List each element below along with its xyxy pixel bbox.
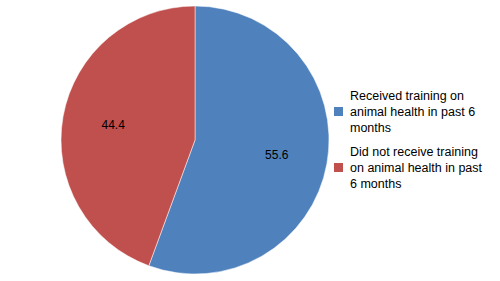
legend-swatch — [334, 163, 343, 172]
chart: 55.6 44.4 Received training on animal healt… — [0, 0, 500, 281]
legend-line: animal health in past 6 — [350, 105, 475, 119]
legend-label: Received training on animal health in pas… — [350, 89, 475, 135]
data-labels: 55.6 44.4 — [102, 118, 289, 161]
slices — [61, 6, 329, 274]
legend-label: Did not receive training on animal health… — [350, 145, 483, 191]
legend-line: Received training on — [350, 89, 464, 103]
background — [0, 0, 500, 281]
legend-line: Did not receive training — [350, 145, 478, 159]
legend-line: months — [350, 121, 391, 135]
data-label: 55.6 — [265, 148, 289, 162]
legend-swatch — [334, 107, 343, 116]
legend: Received training on animal health in pas… — [334, 89, 483, 191]
pie-slice — [61, 6, 195, 266]
legend-line: 6 months — [350, 177, 401, 191]
legend-line: on animal health in past — [350, 161, 483, 175]
data-label: 44.4 — [102, 118, 126, 132]
